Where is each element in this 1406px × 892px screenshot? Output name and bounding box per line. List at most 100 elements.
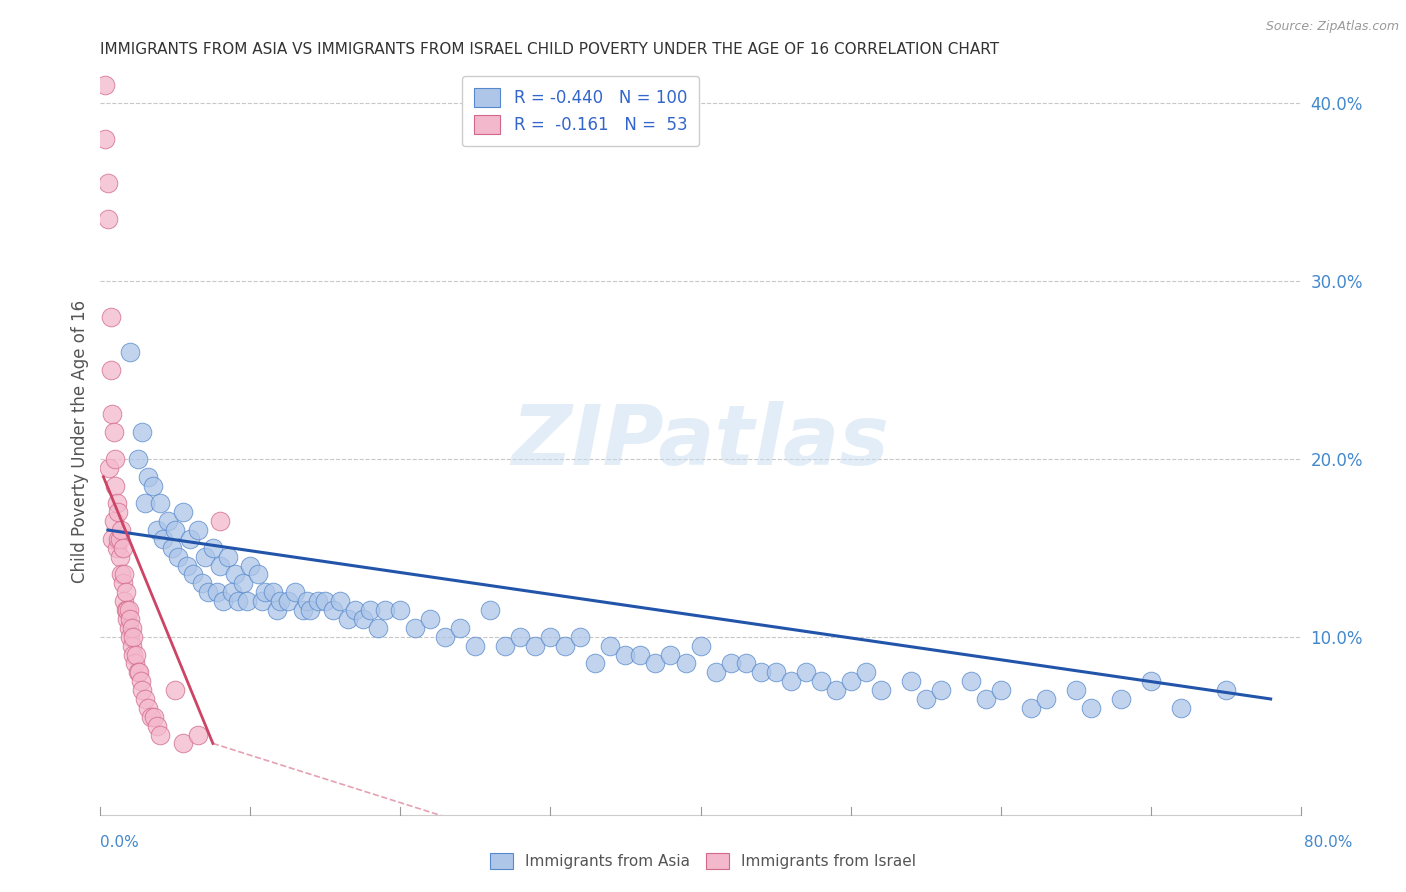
Point [149,496,172,510]
Point [131,683,153,698]
Point [329,594,352,608]
Point [1064,683,1087,698]
Point [121,621,143,635]
Point [194,549,217,564]
Point [172,505,194,519]
Point [183,567,205,582]
Point [599,639,621,653]
Point [138,469,160,483]
Point [689,639,711,653]
Point [100,363,122,377]
Text: 80.0%: 80.0% [1305,836,1353,850]
Point [94,78,117,93]
Point [112,594,135,608]
Point [209,558,232,573]
Point [352,612,374,626]
Point [644,657,666,671]
Point [141,710,163,724]
Legend: R = -0.440   N = 100, R =  -0.161   N =  53: R = -0.440 N = 100, R = -0.161 N = 53 [463,76,699,146]
Point [111,541,134,555]
Point [239,558,262,573]
Point [100,310,122,324]
Point [254,585,277,599]
Point [479,603,502,617]
Point [779,674,801,689]
Point [839,674,862,689]
Point [217,549,239,564]
Point [143,710,166,724]
Point [98,460,121,475]
Point [464,639,486,653]
Point [94,132,117,146]
Point [142,478,165,492]
Point [900,674,922,689]
Point [134,692,156,706]
Point [336,612,359,626]
Point [146,523,169,537]
Point [1139,674,1161,689]
Point [122,648,145,662]
Point [97,176,120,190]
Point [232,576,254,591]
Point [659,648,682,662]
Point [1215,683,1237,698]
Point [162,541,184,555]
Point [122,630,145,644]
Point [299,603,322,617]
Point [1019,701,1042,715]
Point [869,683,891,698]
Point [128,665,150,680]
Point [585,657,607,671]
Point [284,585,307,599]
Point [291,603,314,617]
Point [266,603,288,617]
Point [540,630,562,644]
Y-axis label: Child Poverty Under the Age of 16: Child Poverty Under the Age of 16 [72,300,89,582]
Point [110,523,132,537]
Point [630,648,652,662]
Point [322,603,344,617]
Point [117,603,139,617]
Point [569,630,592,644]
Point [824,683,846,698]
Point [125,648,148,662]
Point [307,594,329,608]
Point [765,665,787,680]
Point [110,567,132,582]
Text: Source: ZipAtlas.com: Source: ZipAtlas.com [1265,20,1399,33]
Point [419,612,441,626]
Point [1170,701,1192,715]
Point [108,549,131,564]
Point [314,594,336,608]
Point [704,665,727,680]
Point [734,657,756,671]
Point [269,594,291,608]
Point [146,719,169,733]
Point [129,674,152,689]
Point [107,532,129,546]
Point [120,345,142,359]
Point [118,603,141,617]
Point [124,657,146,671]
Point [359,603,381,617]
Point [172,736,194,750]
Point [134,496,156,510]
Point [152,532,174,546]
Point [494,639,516,653]
Point [794,665,817,680]
Point [1080,701,1102,715]
Point [252,594,274,608]
Point [554,639,576,653]
Text: 0.0%: 0.0% [100,836,139,850]
Point [117,612,139,626]
Point [97,211,120,226]
Point [929,683,952,698]
Point [115,603,138,617]
Point [810,674,832,689]
Point [749,665,772,680]
Point [297,594,319,608]
Point [262,585,284,599]
Point [165,683,187,698]
Point [156,514,179,528]
Point [104,451,127,466]
